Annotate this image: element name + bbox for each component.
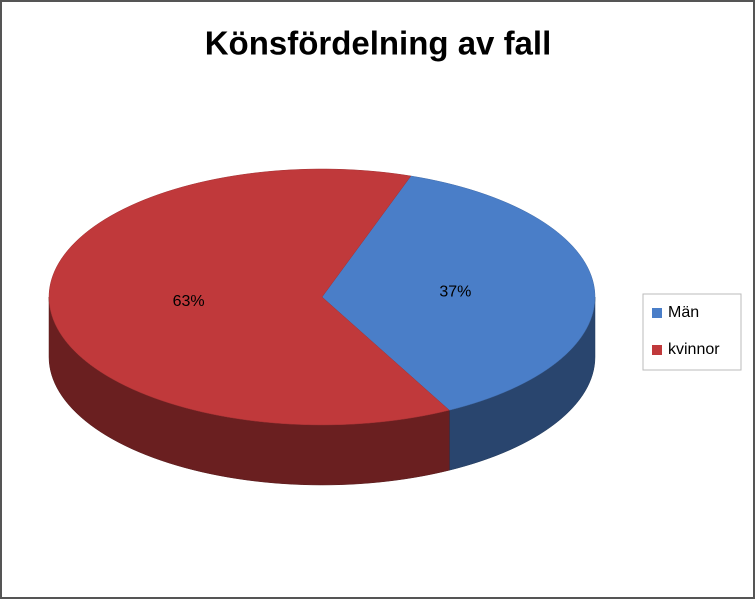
legend-label: kvinnor — [668, 341, 720, 358]
legend-swatch — [652, 308, 662, 318]
legend-swatch — [652, 345, 662, 355]
data-label: 63% — [173, 293, 205, 310]
chart-title: Könsfördelning av fall — [205, 25, 552, 62]
legend-label: Män — [668, 304, 699, 321]
legend-box — [642, 293, 742, 371]
pie-slice — [48, 168, 450, 426]
data-label: 37% — [439, 283, 471, 300]
pie-slice — [321, 175, 596, 411]
